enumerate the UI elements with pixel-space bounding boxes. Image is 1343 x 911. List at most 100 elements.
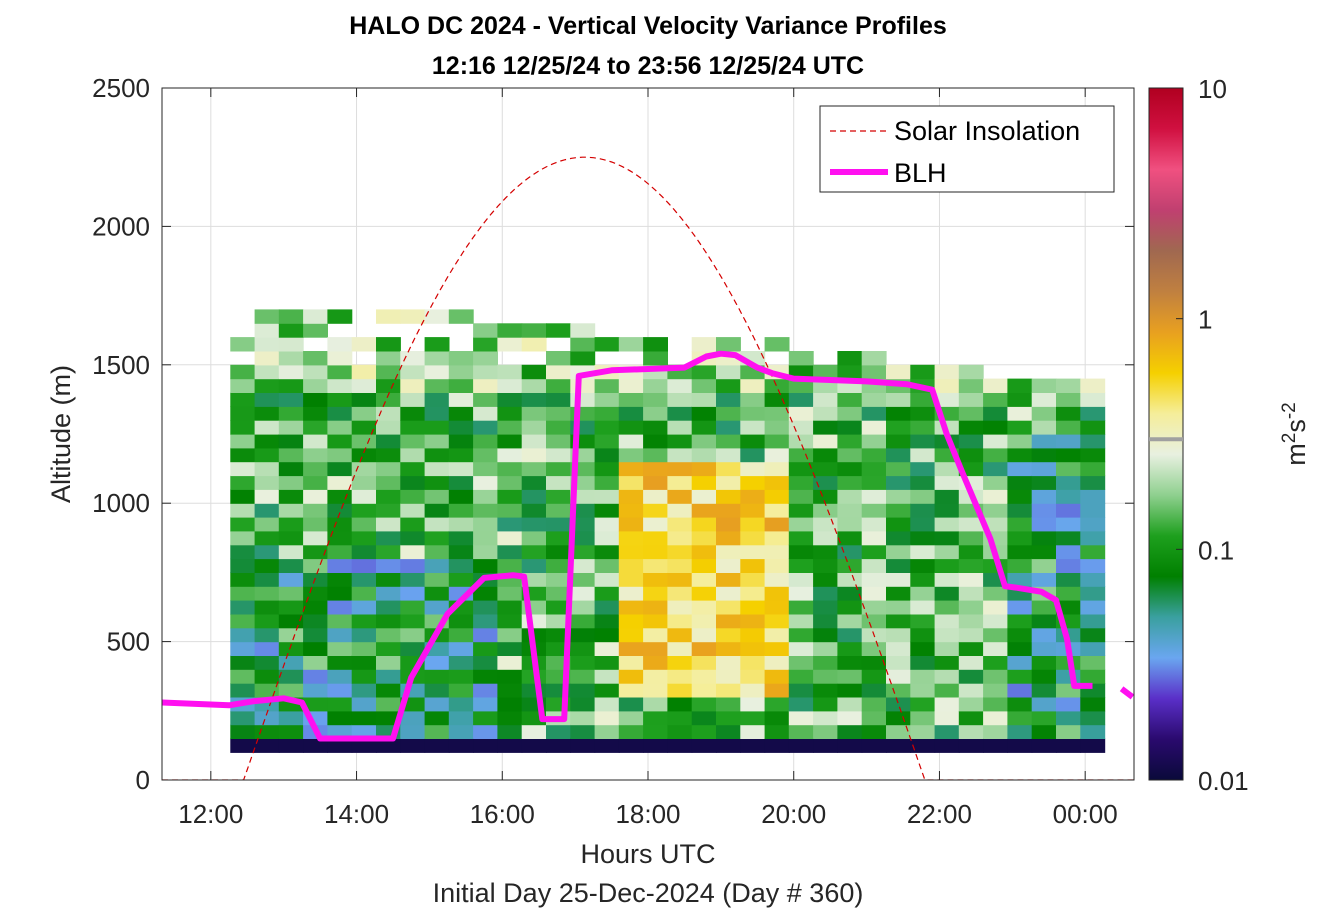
heatmap-cell (473, 489, 498, 504)
heatmap-cell (886, 641, 911, 656)
colorbar-label: m2s-2 (1279, 402, 1312, 465)
heatmap-cell (546, 475, 571, 490)
heatmap-cell (886, 572, 911, 587)
heatmap-cell (376, 420, 401, 435)
heatmap-cell (254, 309, 280, 324)
heatmap-cell (667, 613, 693, 629)
heatmap-cell (1031, 724, 1057, 739)
heatmap-cell (1080, 489, 1106, 504)
heatmap-cell (813, 364, 838, 380)
heatmap-cell (327, 489, 353, 504)
heatmap-cell (424, 364, 450, 380)
colorbar-ticks: 0.01 0.1 1 10 (1149, 74, 1249, 796)
heatmap-cell (570, 544, 596, 560)
heatmap-cell (1007, 572, 1033, 587)
heatmap-cell (327, 392, 353, 407)
heatmap-cell (351, 461, 377, 477)
heatmap-cell (351, 600, 377, 615)
heatmap-cell (667, 558, 693, 573)
chart-title: HALO DC 2024 - Vertical Velocity Varianc… (349, 12, 947, 40)
heatmap-cell (788, 475, 814, 490)
heatmap-cell (740, 420, 766, 435)
heatmap-cell (837, 392, 863, 407)
heatmap-cell (740, 655, 766, 670)
heatmap-cell (1007, 697, 1033, 712)
heatmap-cell (1080, 434, 1106, 449)
heatmap-cell (788, 378, 814, 393)
heatmap-cell (303, 697, 328, 712)
heatmap-cell (788, 627, 814, 643)
heatmap-cell (473, 669, 498, 684)
heatmap-cell (958, 517, 984, 532)
heatmap-cell (958, 420, 984, 435)
heatmap-cell (473, 392, 498, 407)
heatmap-cell (376, 544, 401, 560)
heatmap-cell (910, 738, 936, 753)
heatmap-cell (813, 724, 838, 739)
heatmap-cell (691, 434, 717, 449)
heatmap-cell (1031, 447, 1057, 463)
heatmap-cell (254, 351, 280, 366)
heatmap-cell (958, 710, 984, 726)
heatmap-cell (570, 392, 596, 407)
heatmap-cell (983, 378, 1008, 393)
heatmap-cell (400, 309, 426, 324)
heatmap-cell (764, 544, 790, 560)
heatmap-cell (546, 351, 571, 366)
heatmap-cell (254, 447, 280, 463)
heatmap-cell (521, 447, 547, 463)
heatmap-cell (351, 544, 377, 560)
x-tick-label: 16:00 (470, 799, 535, 829)
heatmap-cell (667, 697, 693, 712)
heatmap-cell (764, 503, 790, 518)
heatmap-cell (521, 544, 547, 560)
heatmap-cell (546, 392, 571, 407)
solar-insolation-line (162, 156, 1134, 780)
heatmap-cell (376, 364, 401, 380)
heatmap-cell (1007, 544, 1033, 560)
heatmap-cell (643, 351, 668, 366)
heatmap-cell (327, 530, 353, 546)
heatmap-cell (594, 447, 620, 463)
y-tick-label: 500 (107, 627, 150, 657)
heatmap-cell (1080, 420, 1106, 435)
heatmap-cell (327, 572, 353, 587)
heatmap-cell (716, 683, 741, 698)
heatmap-cell (424, 378, 450, 393)
heatmap-cell (448, 434, 474, 449)
heatmap-cell (861, 461, 887, 477)
heatmap-cell (546, 406, 571, 421)
y-axis-label: Altitude (m) (46, 365, 76, 503)
heatmap-cell (497, 669, 523, 684)
heatmap-cell (934, 655, 960, 670)
heatmap-cell (618, 475, 644, 490)
heatmap-cell (351, 683, 377, 698)
heatmap-cell (764, 489, 790, 504)
heatmap-cell (473, 420, 498, 435)
heatmap-cell (691, 710, 717, 726)
heatmap-cell (764, 600, 790, 615)
heatmap-cell (497, 738, 523, 753)
heatmap-cell (1007, 503, 1033, 518)
heatmap-cell (1080, 641, 1106, 656)
heatmap-cell (594, 586, 620, 601)
heatmap-cell (740, 600, 766, 615)
heatmap-cell (1031, 641, 1057, 656)
heatmap-cell (983, 392, 1008, 407)
heatmap-cell (861, 364, 887, 380)
heatmap-cell (303, 447, 328, 463)
heatmap-cell (1056, 697, 1081, 712)
heatmap-cell (400, 447, 426, 463)
heatmap-cell (546, 558, 571, 573)
heatmap-cell (594, 641, 620, 656)
heatmap-cell (594, 669, 620, 684)
heatmap-cell (1080, 710, 1106, 726)
heatmap-cell (764, 572, 790, 587)
heatmap-cell (376, 683, 401, 698)
heatmap-cell (400, 420, 426, 435)
heatmap-cell (1031, 530, 1057, 546)
heatmap-cell (740, 461, 766, 477)
heatmap-cell (278, 420, 304, 435)
heatmap-cell (643, 724, 668, 739)
